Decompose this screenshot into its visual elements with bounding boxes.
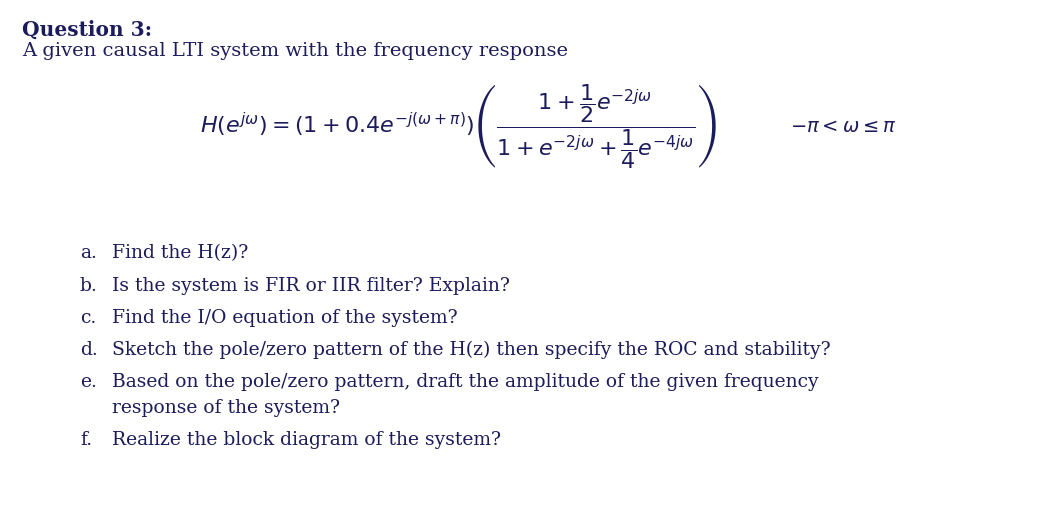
- Text: a.: a.: [80, 244, 97, 262]
- Text: $-\pi < \omega \leq \pi$: $-\pi < \omega \leq \pi$: [790, 118, 897, 136]
- Text: $H(e^{j\omega}) = \left(1+0.4e^{-j(\omega+\pi)}\right)\left(\dfrac{1+\dfrac{1}{2: $H(e^{j\omega}) = \left(1+0.4e^{-j(\omeg…: [200, 83, 717, 171]
- Text: f.: f.: [80, 431, 92, 449]
- Text: c.: c.: [80, 309, 97, 327]
- Text: Realize the block diagram of the system?: Realize the block diagram of the system?: [112, 431, 501, 449]
- Text: d.: d.: [80, 341, 98, 359]
- Text: response of the system?: response of the system?: [112, 399, 340, 417]
- Text: Find the I/O equation of the system?: Find the I/O equation of the system?: [112, 309, 458, 327]
- Text: A given causal LTI system with the frequency response: A given causal LTI system with the frequ…: [22, 42, 568, 60]
- Text: Find the H(z)?: Find the H(z)?: [112, 244, 248, 262]
- Text: b.: b.: [80, 277, 98, 295]
- Text: e.: e.: [80, 373, 97, 391]
- Text: Question 3:: Question 3:: [22, 20, 152, 40]
- Text: Based on the pole/zero pattern, draft the amplitude of the given frequency: Based on the pole/zero pattern, draft th…: [112, 373, 819, 391]
- Text: Is the system is FIR or IIR filter? Explain?: Is the system is FIR or IIR filter? Expl…: [112, 277, 510, 295]
- Text: Sketch the pole/zero pattern of the H(z) then specify the ROC and stability?: Sketch the pole/zero pattern of the H(z)…: [112, 341, 831, 359]
